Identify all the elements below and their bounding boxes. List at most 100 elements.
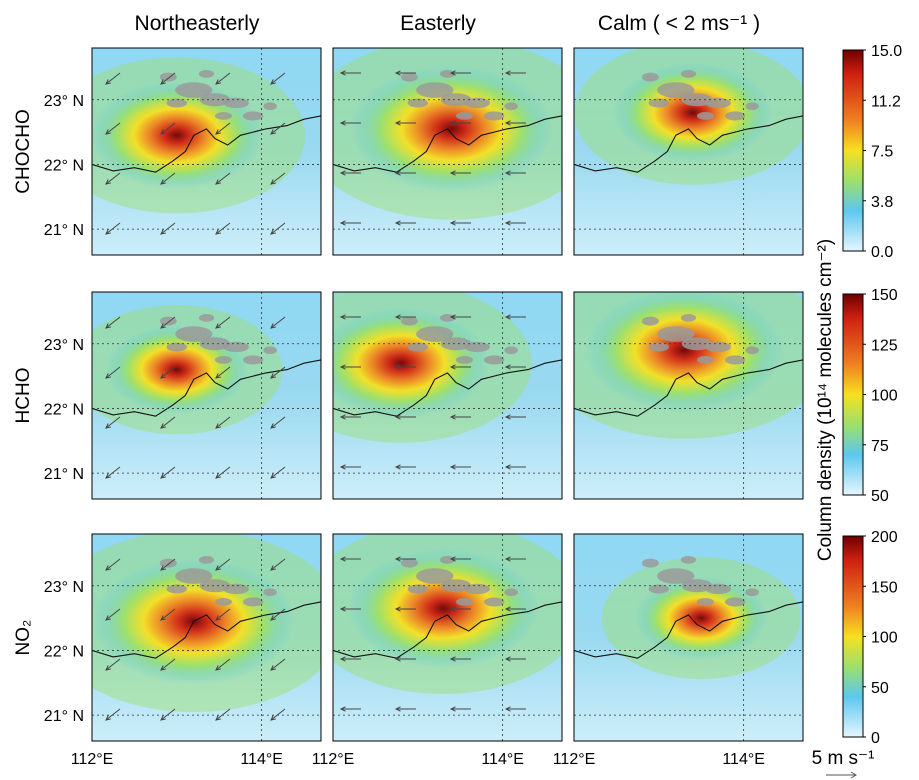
panel-frame bbox=[91, 47, 322, 256]
wind-arrow-head bbox=[215, 665, 221, 671]
colorbar-tick-label: 50 bbox=[871, 488, 889, 505]
wind-arrow bbox=[215, 72, 231, 85]
wind-arrow bbox=[160, 608, 176, 621]
wind-arrow-head bbox=[504, 656, 511, 662]
coastline bbox=[574, 115, 803, 173]
wind-arrow-head bbox=[449, 220, 456, 226]
colorbar-axis-label: Column density (10¹⁴ molecules cm⁻²) bbox=[815, 239, 836, 561]
urban-area bbox=[483, 597, 505, 607]
wind-arrow-head bbox=[270, 565, 276, 571]
wind-arrow-head bbox=[105, 129, 111, 135]
wind-arrow-head bbox=[270, 179, 276, 185]
urban-area bbox=[455, 356, 473, 364]
lon-tick-label: 112°E bbox=[553, 751, 596, 768]
wind-arrow-head bbox=[160, 229, 166, 235]
wind-arrow-head bbox=[449, 120, 456, 126]
wind-arrow bbox=[105, 608, 121, 621]
wind-arrow-head bbox=[215, 423, 221, 429]
urban-area bbox=[223, 97, 249, 109]
lat-tick-label: 23° N bbox=[44, 579, 84, 596]
wind-arrow-head bbox=[449, 656, 456, 662]
wind-arrow-head bbox=[449, 314, 456, 320]
lon-tick-label: 114°E bbox=[240, 751, 283, 768]
lon-tick-label: 114°E bbox=[722, 751, 765, 768]
urban-area bbox=[214, 598, 232, 606]
urban-area bbox=[464, 583, 490, 595]
colorbar-tick-label: 0.0 bbox=[871, 244, 893, 261]
urban-area bbox=[440, 337, 472, 351]
urban-area bbox=[416, 568, 454, 584]
colorbar-tick-label: 3.8 bbox=[871, 194, 893, 211]
wind-arrow-head bbox=[339, 120, 346, 126]
wind-arrow-head bbox=[394, 220, 401, 226]
wind-arrow-head bbox=[339, 364, 346, 370]
wind-arrow-head bbox=[215, 229, 221, 235]
urban-area bbox=[198, 69, 215, 78]
wind-arrow-head bbox=[215, 473, 221, 479]
wind-arrow-head bbox=[394, 656, 401, 662]
urban-area bbox=[198, 313, 215, 322]
urban-area bbox=[724, 355, 746, 365]
urban-area bbox=[724, 111, 746, 121]
lat-tick-label: 21° N bbox=[44, 708, 84, 725]
wind-arrow-head bbox=[339, 606, 346, 612]
lon-tick-label: 112°E bbox=[71, 751, 114, 768]
wind-arrow-head bbox=[504, 170, 511, 176]
wind-arrow bbox=[270, 72, 286, 85]
wind-arrow-head bbox=[160, 79, 166, 85]
map-panel-r2-c2 bbox=[332, 291, 563, 500]
map-panel-r1-c3 bbox=[573, 47, 804, 256]
wind-arrow-head bbox=[339, 464, 346, 470]
coastline bbox=[574, 601, 803, 659]
colorbar-tick-label: 7.5 bbox=[871, 144, 893, 161]
urban-area bbox=[439, 313, 456, 322]
coastline bbox=[574, 359, 803, 417]
wind-arrow bbox=[105, 558, 121, 571]
wind-arrow-head bbox=[394, 364, 401, 370]
map-panel-r3-c1 bbox=[91, 533, 322, 742]
urban-area bbox=[724, 597, 746, 607]
urban-area bbox=[166, 342, 187, 352]
panel-frame bbox=[91, 533, 322, 742]
pollution-hotspot bbox=[92, 81, 263, 190]
urban-area bbox=[400, 316, 418, 326]
wind-arrow-head bbox=[215, 79, 221, 85]
wind-arrow bbox=[270, 466, 286, 479]
wind-arrow-head bbox=[215, 373, 221, 379]
urban-area bbox=[483, 355, 505, 365]
wind-arrow-head bbox=[339, 556, 346, 562]
wind-arrow-head bbox=[394, 706, 401, 712]
urban-area bbox=[175, 82, 213, 98]
colorbar-2 bbox=[842, 293, 864, 496]
wind-arrow-head bbox=[449, 170, 456, 176]
wind-arrow bbox=[160, 416, 176, 429]
wind-arrow bbox=[160, 122, 176, 135]
wind-arrow-head bbox=[339, 656, 346, 662]
wind-arrow-head bbox=[449, 364, 456, 370]
urban-area bbox=[745, 102, 759, 111]
urban-area bbox=[263, 588, 277, 597]
wind-arrow-head bbox=[270, 229, 276, 235]
urban-area bbox=[242, 111, 264, 121]
urban-area bbox=[439, 555, 456, 564]
wind-arrow-head bbox=[105, 423, 111, 429]
wind-arrow bbox=[215, 558, 231, 571]
wind-arrow-head bbox=[339, 414, 346, 420]
colorbar-1 bbox=[842, 49, 864, 252]
panel-frame bbox=[91, 291, 322, 500]
coastline bbox=[333, 359, 562, 417]
wind-arrow bbox=[160, 466, 176, 479]
wind-arrow bbox=[270, 608, 286, 621]
urban-area bbox=[680, 555, 697, 564]
map-panel-r3-c2 bbox=[332, 533, 563, 742]
urban-area bbox=[696, 356, 714, 364]
wind-arrow-head bbox=[270, 473, 276, 479]
wind-arrow-head bbox=[504, 706, 511, 712]
wind-arrow-head bbox=[270, 715, 276, 721]
wind-arrow bbox=[160, 658, 176, 671]
coastline bbox=[92, 115, 321, 173]
map-panel-r2-c1 bbox=[91, 291, 322, 500]
wind-arrow-head bbox=[160, 323, 166, 329]
wind-arrow-head bbox=[394, 606, 401, 612]
wind-arrow-head bbox=[504, 364, 511, 370]
